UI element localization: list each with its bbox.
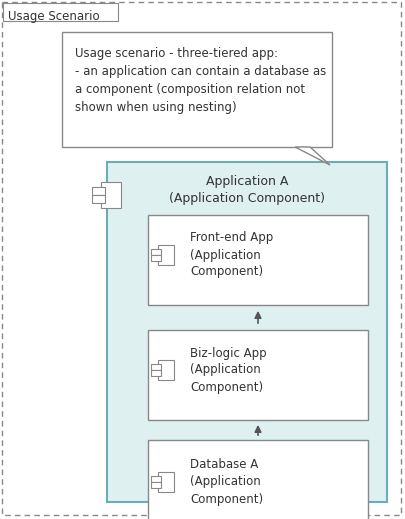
Text: Usage scenario - three-tiered app:
- an application can contain a database as
a : Usage scenario - three-tiered app: - an … (75, 47, 326, 114)
Text: Front-end App
(Application
Component): Front-end App (Application Component) (190, 231, 273, 279)
Bar (158, 360, 174, 380)
Bar (101, 182, 121, 208)
Bar (151, 476, 161, 482)
Bar (62, 32, 332, 147)
Text: Biz-logic App
(Application
Component): Biz-logic App (Application Component) (190, 347, 266, 393)
Bar (148, 440, 368, 519)
Bar (107, 162, 387, 502)
Bar (151, 370, 161, 376)
Bar (3, 3, 118, 21)
Bar (158, 472, 174, 492)
Bar (158, 245, 174, 265)
Bar (151, 364, 161, 371)
Bar (148, 330, 368, 420)
Bar (148, 215, 368, 305)
Polygon shape (295, 147, 330, 165)
Text: Application A
(Application Component): Application A (Application Component) (169, 175, 325, 205)
Bar (151, 249, 161, 255)
Bar (151, 255, 161, 261)
Text: Database A
(Application
Component): Database A (Application Component) (190, 458, 263, 506)
Text: Usage Scenario: Usage Scenario (8, 10, 100, 23)
Bar (92, 187, 105, 196)
Bar (92, 195, 105, 203)
Bar (151, 482, 161, 488)
